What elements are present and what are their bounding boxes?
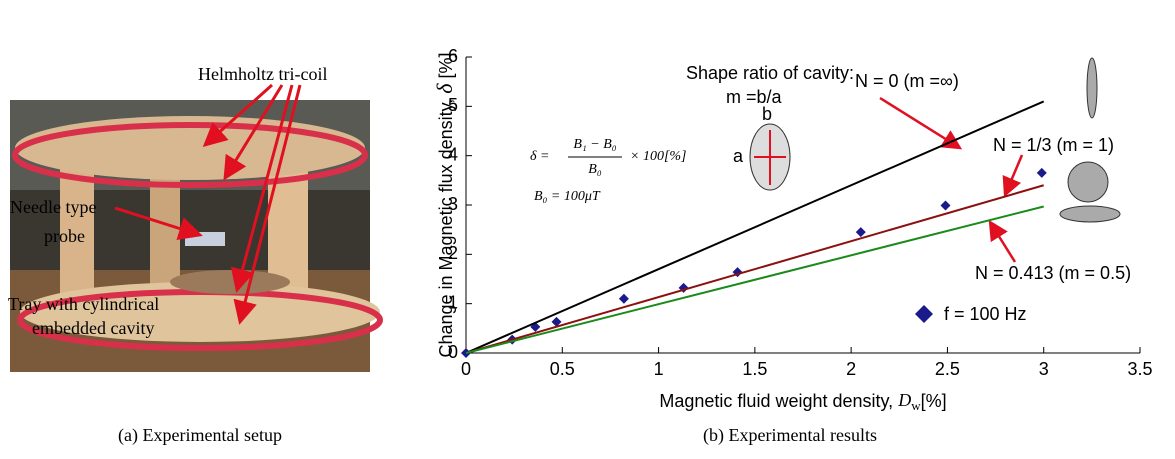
x-tick-label: 0.5 xyxy=(550,359,575,379)
formula-part: B₀ = 100μT xyxy=(534,189,601,204)
x-tick-label: 1 xyxy=(654,359,664,379)
photo-label: Needle type xyxy=(10,197,96,217)
formula-part: δ = xyxy=(530,149,549,164)
caption: (a) Experimental setup xyxy=(118,425,282,446)
y-axis-label: Change in Magnetic flux density, δ [%] xyxy=(432,52,457,357)
y-tick-label: 4 xyxy=(448,144,458,164)
fit-line xyxy=(465,205,1044,354)
x-tick-label: 3.5 xyxy=(1127,359,1152,379)
shape-icon xyxy=(1067,161,1109,203)
shape-icon xyxy=(1059,205,1121,223)
point xyxy=(940,200,951,211)
formula-part: B₀ xyxy=(588,162,602,177)
x-axis-label: Magnetic fluid weight density, Dw[%] xyxy=(659,390,946,413)
legend-label: f = 100 Hz xyxy=(944,304,1027,324)
label-part: Magnetic fluid weight density, xyxy=(659,391,898,411)
photo-arrows xyxy=(114,83,302,325)
y-tick-label: 1 xyxy=(448,292,458,312)
fit-line xyxy=(465,100,1045,354)
point xyxy=(1036,167,1047,178)
line-label: N = 1/3 (m = 1) xyxy=(993,135,1114,155)
point xyxy=(551,316,562,327)
annotation: Shape ratio of cavity: xyxy=(686,63,854,83)
point xyxy=(618,293,629,304)
label-part: [%] xyxy=(921,391,947,411)
y-tick-label: 2 xyxy=(448,243,458,263)
photo-label: probe xyxy=(44,226,85,246)
label-part: [%] xyxy=(436,52,456,83)
photo-label: Tray with cylindrical xyxy=(8,294,159,314)
photo-label: embedded cavity xyxy=(32,318,154,338)
formula-part: × 100[%] xyxy=(630,149,687,164)
x-tick-label: 2 xyxy=(846,359,856,379)
label-arrows xyxy=(879,96,1024,263)
line-label: N = 0 (m =∞) xyxy=(855,71,959,91)
formula: δ = B₁ − B₀ B₀ × 100[%] B₀ = 100μT xyxy=(530,137,687,204)
fit-line xyxy=(465,184,1044,354)
y-tick-label: 0 xyxy=(448,342,458,362)
annotation: a xyxy=(733,146,744,166)
y-tick-label: 6 xyxy=(448,46,458,66)
label-part: Change in Magnetic flux density, xyxy=(436,94,456,358)
label-part: w xyxy=(911,398,921,413)
y-tick-label: 5 xyxy=(448,95,458,115)
photo xyxy=(10,100,383,372)
photo-label: Helmholtz tri-coil xyxy=(198,64,327,84)
y-tick-label: 3 xyxy=(448,194,458,214)
label-part: δ xyxy=(432,83,457,94)
legend-marker xyxy=(915,305,933,323)
label-part: D xyxy=(897,390,911,410)
x-tick-label: 0 xyxy=(461,359,471,379)
x-tick-label: 3 xyxy=(1039,359,1049,379)
x-tick-label: 2.5 xyxy=(935,359,960,379)
annotation: m =b/a xyxy=(726,87,783,107)
point xyxy=(855,227,866,238)
x-tick-label: 1.5 xyxy=(742,359,767,379)
caption: (b) Experimental results xyxy=(703,425,877,446)
line-label: N = 0.413 (m = 0.5) xyxy=(975,263,1131,283)
shape-icon xyxy=(1086,57,1098,119)
cavity-arrows xyxy=(754,130,786,185)
formula-part: B₁ − B₀ xyxy=(573,137,616,152)
annotation: b xyxy=(762,104,772,124)
